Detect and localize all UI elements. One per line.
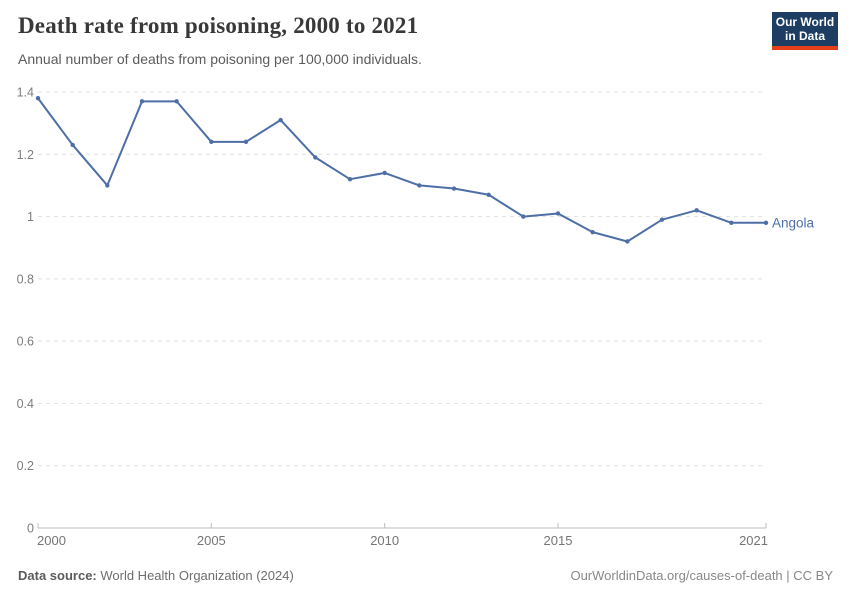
data-point[interactable] <box>174 99 179 104</box>
y-axis-tick-label: 1.4 <box>17 86 34 100</box>
data-point[interactable] <box>521 214 526 219</box>
x-axis-tick-label: 2005 <box>197 533 226 548</box>
data-point[interactable] <box>139 99 145 104</box>
data-point[interactable] <box>243 139 249 145</box>
data-source-text: World Health Organization (2024) <box>96 568 294 583</box>
data-point[interactable] <box>590 229 595 235</box>
chart-title: Death rate from poisoning, 2000 to 2021 <box>18 13 419 38</box>
series-label-angola[interactable]: Angola <box>772 215 815 230</box>
y-axis-tick-label: 0.6 <box>17 335 34 349</box>
y-axis-tick-label: 1 <box>27 210 34 224</box>
owid-logo-line2: in Data <box>784 29 825 43</box>
data-point[interactable] <box>555 211 561 216</box>
x-axis-tick-label: 2015 <box>544 533 573 548</box>
chart-subtitle: Annual number of deaths from poisoning p… <box>18 51 422 67</box>
data-point[interactable] <box>313 155 318 160</box>
owid-logo-line1: Our World <box>775 15 835 29</box>
x-axis-tick-label: 2021 <box>739 533 768 548</box>
trend-line-angola[interactable] <box>37 97 767 243</box>
data-point[interactable] <box>729 220 734 225</box>
data-point[interactable] <box>209 139 214 145</box>
data-point[interactable] <box>70 142 75 148</box>
y-axis-tick-label: 0 <box>27 522 34 536</box>
data-point[interactable] <box>382 170 387 176</box>
owid-logo[interactable]: Our World in Data <box>772 12 838 50</box>
license-note[interactable]: OurWorldinData.org/causes-of-death | CC … <box>570 568 833 583</box>
data-point[interactable] <box>486 192 491 197</box>
data-point[interactable] <box>278 117 283 123</box>
data-source-note: Data source: World Health Organization (… <box>18 568 294 583</box>
data-source-label: Data source: <box>18 568 97 583</box>
data-point[interactable] <box>694 208 699 213</box>
data-point[interactable] <box>347 177 353 182</box>
data-point[interactable] <box>763 220 769 225</box>
data-point[interactable] <box>659 217 665 222</box>
data-point[interactable] <box>417 183 422 188</box>
data-point[interactable] <box>105 183 110 188</box>
x-axis-tick-label: 2000 <box>37 533 66 548</box>
y-axis-tick-label: 1.2 <box>17 148 34 162</box>
y-axis-tick-label: 0.2 <box>17 459 34 473</box>
data-point[interactable] <box>625 239 630 244</box>
y-axis-tick-label: 0.4 <box>17 397 34 411</box>
data-point[interactable] <box>451 186 457 191</box>
y-axis-tick-label: 0.8 <box>17 272 34 286</box>
data-point[interactable] <box>35 96 41 101</box>
x-axis-tick-label: 2010 <box>370 533 399 548</box>
